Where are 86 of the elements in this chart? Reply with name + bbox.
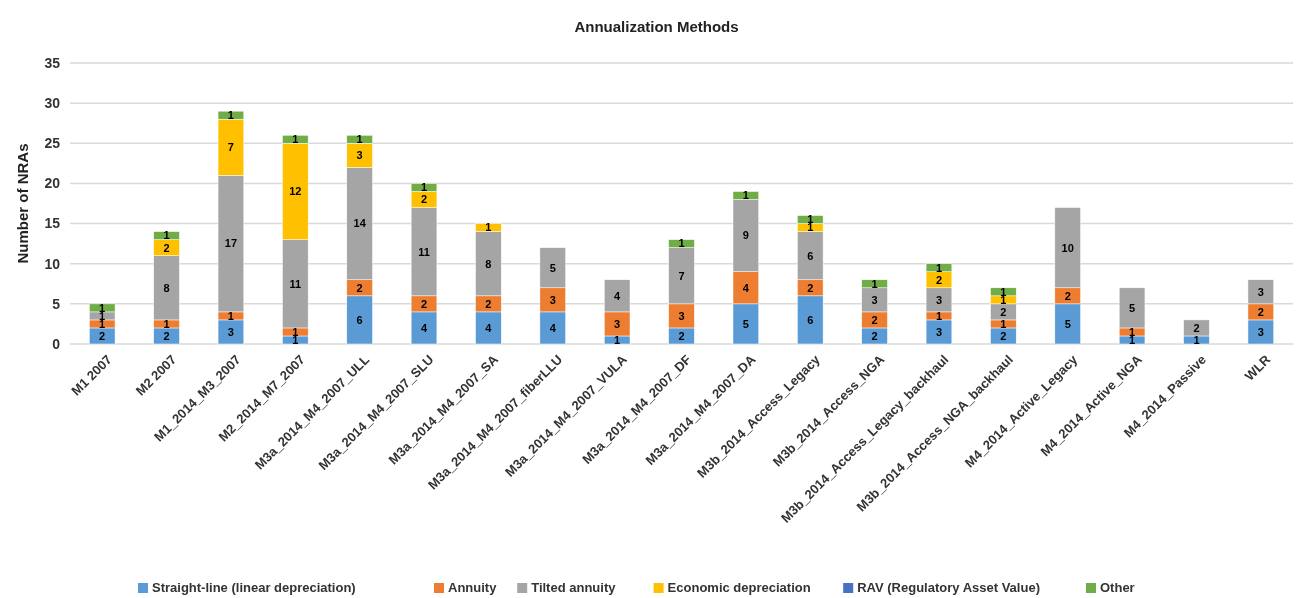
data-label: 4	[742, 281, 750, 294]
data-label: 2	[163, 241, 170, 254]
data-label: 6	[807, 249, 814, 262]
y-tick-label: 35	[44, 54, 61, 71]
data-label: 1	[227, 109, 234, 122]
data-label: 10	[1061, 241, 1074, 254]
data-label: 1	[227, 309, 234, 322]
y-tick-label: 20	[44, 175, 61, 192]
data-label: 2	[678, 329, 685, 342]
data-label: 2	[871, 329, 878, 342]
data-label: 1	[420, 181, 428, 194]
chart-title: Annualization Methods	[574, 18, 739, 35]
y-tick-label: 5	[52, 295, 61, 312]
data-label: 1	[485, 221, 492, 234]
data-label: 2	[356, 281, 363, 294]
data-label: 4	[549, 321, 557, 334]
data-label: 3	[678, 309, 685, 322]
data-label: 5	[1129, 301, 1136, 314]
legend-label: Tilted annuity	[531, 580, 617, 595]
data-label: 3	[935, 325, 943, 338]
data-label: 1	[614, 333, 621, 346]
data-label: 1	[935, 261, 943, 274]
data-label: 7	[227, 141, 234, 154]
data-label: 3	[1257, 285, 1264, 298]
data-label: 2	[99, 329, 106, 342]
data-label: 14	[353, 217, 367, 230]
y-axis-title: Number of NRAs	[14, 143, 31, 264]
y-tick-label: 0	[52, 335, 61, 352]
y-tick-label: 30	[44, 95, 61, 112]
data-label: 1	[292, 325, 299, 338]
data-label: 1	[163, 317, 170, 330]
legend-label: Economic depreciation	[667, 580, 811, 595]
y-tick-label: 25	[44, 135, 61, 152]
data-label: 2	[420, 193, 428, 206]
data-label: 1	[292, 133, 299, 146]
data-label: 5	[1064, 317, 1071, 330]
data-label: 2	[1064, 289, 1071, 302]
y-tick-label: 10	[44, 255, 61, 272]
data-label: 3	[356, 149, 363, 162]
data-label: 1	[1000, 285, 1007, 298]
data-label: 6	[807, 313, 814, 326]
data-label: 4	[485, 321, 493, 334]
data-label: 3	[549, 293, 556, 306]
data-label: 2	[1193, 321, 1200, 334]
data-label: 4	[614, 289, 622, 302]
data-label: 2	[1257, 305, 1264, 318]
legend-label: Other	[1100, 580, 1135, 595]
data-label: 1	[99, 301, 106, 314]
data-label: 6	[356, 313, 363, 326]
data-label: 2	[420, 297, 428, 310]
data-label: 1	[742, 189, 749, 202]
y-tick-label: 15	[44, 215, 61, 232]
data-label: 2	[1000, 305, 1007, 318]
data-label: 1	[678, 237, 685, 250]
data-label: 1	[356, 133, 363, 146]
data-label: 2	[485, 297, 492, 310]
data-label: 3	[614, 317, 621, 330]
legend-label: Annuity	[448, 580, 498, 595]
data-label: 3	[1257, 325, 1264, 338]
data-label: 3	[871, 293, 878, 306]
data-label: 1	[1193, 333, 1200, 346]
data-label: 17	[224, 237, 238, 250]
legend-label: RAV (Regulatory Asset Value)	[857, 580, 1040, 595]
legend-label: Straight-line (linear depreciation)	[152, 580, 356, 595]
data-label: 11	[418, 245, 430, 258]
data-label: 2	[163, 329, 170, 342]
data-label: 1	[935, 309, 943, 322]
data-label: 2	[871, 313, 878, 326]
data-label: 2	[935, 273, 943, 286]
data-label: 2	[1000, 329, 1007, 342]
data-label: 5	[549, 261, 556, 274]
data-label: 5	[742, 317, 749, 330]
data-label: 1	[1000, 317, 1007, 330]
data-label: 3	[227, 325, 234, 338]
data-label: 4	[420, 321, 428, 334]
data-label: 2	[807, 281, 814, 294]
data-label: 9	[742, 229, 749, 242]
data-label: 8	[485, 257, 492, 270]
data-label: 1	[1129, 325, 1136, 338]
data-label: 8	[163, 281, 170, 294]
data-label: 11	[289, 277, 302, 290]
data-label: 1	[163, 229, 170, 242]
data-label: 3	[935, 293, 943, 306]
data-label: 1	[871, 277, 878, 290]
data-label: 12	[289, 185, 302, 198]
data-label: 7	[678, 269, 685, 282]
